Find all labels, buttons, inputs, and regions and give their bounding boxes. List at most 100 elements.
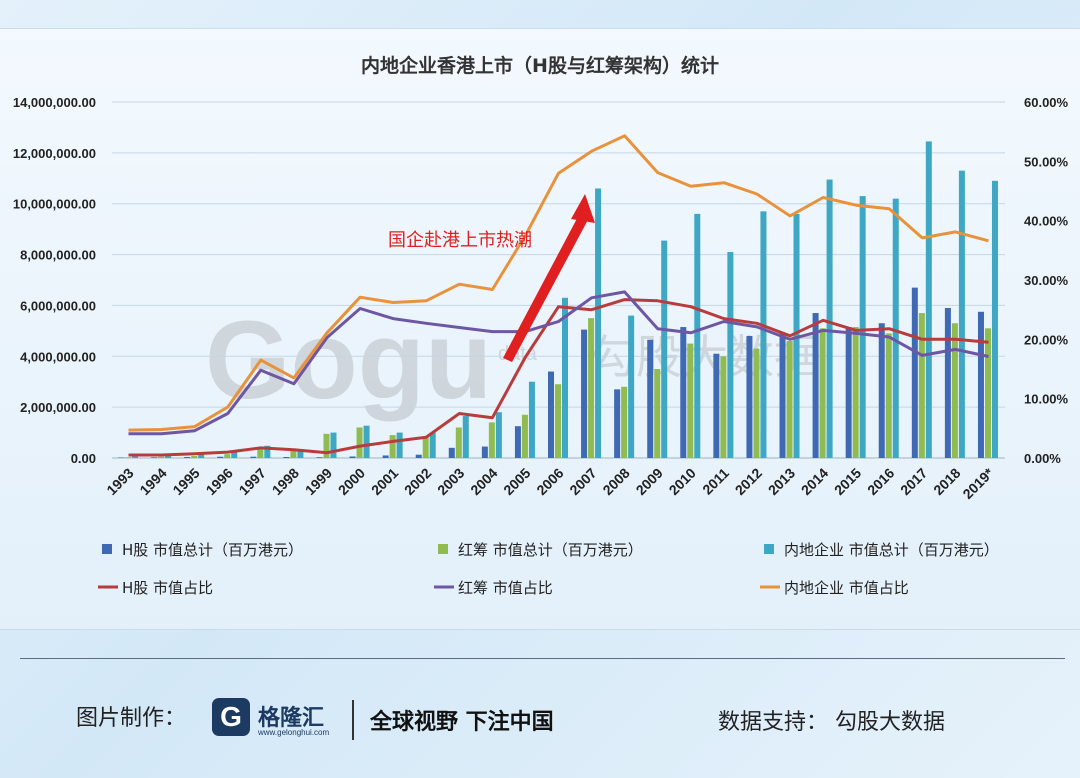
bar-red-chip xyxy=(191,455,198,458)
bar-mainland-total xyxy=(198,454,205,458)
bar-h-share xyxy=(481,446,488,458)
bar-h-share xyxy=(448,447,455,458)
bar-mainland-total xyxy=(892,198,899,458)
x-axis-tick-label: 2017 xyxy=(897,465,930,498)
x-axis-tick-label: 2002 xyxy=(401,465,434,498)
left-axis-tick-label: 12,000,000.00 xyxy=(13,146,96,161)
bar-h-share xyxy=(647,339,654,458)
bar-h-share xyxy=(548,371,554,458)
bar-h-share xyxy=(250,456,257,458)
chart-title: 内地企业香港上市（H股与红筹架构）统计 xyxy=(361,54,719,77)
bar-h-share xyxy=(845,327,852,458)
legend-label: H股 市值总计（百万港元） xyxy=(122,541,303,559)
bar-red-chip xyxy=(290,449,297,458)
x-axis-tick-label: 2006 xyxy=(533,465,566,498)
right-axis-tick-label: 10.00% xyxy=(1024,392,1069,407)
right-axis-tick-label: 40.00% xyxy=(1024,214,1069,229)
left-axis-tick-label: 14,000,000.00 xyxy=(13,95,96,110)
bar-mainland-total xyxy=(925,141,932,458)
x-axis-tick-label: 1993 xyxy=(103,465,136,498)
bar-h-share xyxy=(680,327,687,458)
line-series-h-share-ratio xyxy=(128,298,989,457)
x-axis-tick-label: 1997 xyxy=(236,465,269,498)
bar-mainland-total xyxy=(991,180,998,459)
bar-mainland-total xyxy=(429,432,436,458)
bar-h-share xyxy=(151,457,158,458)
legend-label: H股 市值占比 xyxy=(122,579,213,597)
bar-h-share xyxy=(977,311,984,458)
bar-h-share xyxy=(944,307,951,458)
bar-red-chip xyxy=(621,386,628,458)
right-axis-tick-label: 20.00% xyxy=(1024,332,1069,347)
bar-mainland-total xyxy=(330,432,337,458)
bar-mainland-total xyxy=(396,432,403,458)
bar-h-share xyxy=(415,454,422,458)
bar-h-share xyxy=(217,456,224,458)
x-axis-tick-label: 2009 xyxy=(632,465,665,498)
footer-credit: 图片制作： xyxy=(76,706,187,731)
x-axis-tick-label: 2014 xyxy=(798,465,831,498)
bar-mainland-total xyxy=(727,252,734,458)
x-axis-tick-label: 2001 xyxy=(368,465,401,498)
left-axis-tick-label: 2,000,000.00 xyxy=(20,400,96,415)
x-axis-tick-label: 2015 xyxy=(831,465,864,498)
bar-mainland-total xyxy=(231,452,238,458)
bar-h-share xyxy=(713,353,720,458)
bar-h-share xyxy=(184,456,191,458)
bar-h-share xyxy=(746,335,753,458)
bar-mainland-total xyxy=(694,213,701,458)
annotation-text: 国企赴港上市热潮 xyxy=(388,230,532,251)
bar-red-chip xyxy=(786,341,793,458)
bar-red-chip xyxy=(158,456,165,458)
x-axis-tick-label: 2011 xyxy=(699,465,732,498)
bar-mainland-total xyxy=(132,455,139,458)
brand-logo-letter: G xyxy=(220,701,242,732)
annotation-arrow-head xyxy=(571,194,595,223)
bar-red-chip xyxy=(654,369,661,458)
bar-red-chip xyxy=(356,427,363,458)
bar-red-chip xyxy=(687,343,694,458)
x-axis-tick-label: 2010 xyxy=(666,465,699,498)
bar-h-share xyxy=(812,313,819,458)
bar-mainland-total xyxy=(462,416,469,458)
x-axis-tick-label: 2004 xyxy=(467,465,500,498)
bar-red-chip xyxy=(257,447,264,458)
bar-red-chip xyxy=(455,427,462,458)
x-axis-tick-label: 1996 xyxy=(203,465,236,498)
footer-source: 数据支持： 勾股大数据 xyxy=(718,710,945,735)
legend-label: 红筹 市值总计（百万港元） xyxy=(458,541,643,559)
bar-red-chip xyxy=(720,356,727,458)
bar-red-chip xyxy=(852,327,859,458)
bar-red-chip xyxy=(224,454,231,458)
left-axis-tick-label: 6,000,000.00 xyxy=(20,298,96,313)
x-axis-tick-label: 2000 xyxy=(335,465,368,498)
x-axis-tick-label: 1998 xyxy=(269,465,302,498)
bar-red-chip xyxy=(488,422,495,458)
bar-red-chip xyxy=(753,348,760,458)
bar-h-share xyxy=(382,455,389,458)
x-axis-tick-label: 2019* xyxy=(959,464,997,502)
left-axis-tick-label: 4,000,000.00 xyxy=(20,349,96,364)
footer-separator xyxy=(352,700,354,740)
x-axis-tick-label: 2018 xyxy=(930,465,963,498)
bar-mainland-total xyxy=(760,211,767,458)
bar-mainland-total xyxy=(859,196,866,459)
bar-h-share xyxy=(514,426,521,458)
legend-swatch xyxy=(438,544,448,554)
bar-mainland-total xyxy=(165,454,172,458)
bar-mainland-total xyxy=(297,449,304,458)
bar-h-share xyxy=(118,457,125,458)
bar-h-share xyxy=(349,456,356,458)
left-axis-tick-label: 8,000,000.00 xyxy=(20,248,96,263)
bar-h-share xyxy=(878,323,885,458)
bar-h-share xyxy=(911,287,918,458)
legend-label: 内地企业 市值总计（百万港元） xyxy=(784,541,999,559)
x-axis-tick-label: 2005 xyxy=(500,465,533,498)
line-series-red-chip-ratio xyxy=(128,290,989,436)
right-axis-tick-label: 30.00% xyxy=(1024,273,1069,288)
x-axis-tick-label: 2008 xyxy=(599,465,632,498)
bar-mainland-total xyxy=(826,179,833,459)
x-axis-tick-label: 2016 xyxy=(864,465,897,498)
bar-red-chip xyxy=(422,436,429,458)
brand-url: www.gelonghui.com xyxy=(258,728,330,737)
